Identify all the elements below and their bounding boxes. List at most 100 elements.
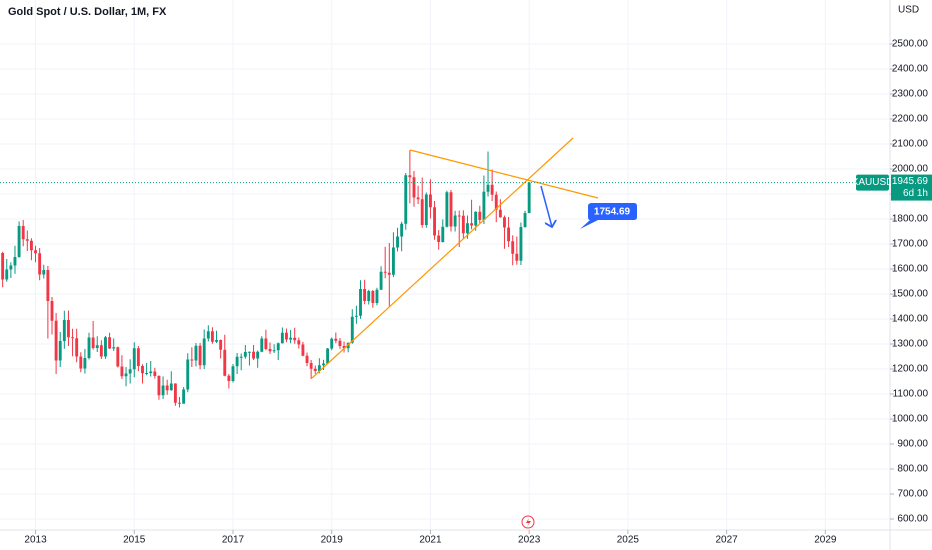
candle-body bbox=[420, 199, 424, 225]
candle-body bbox=[5, 269, 9, 280]
candle-body bbox=[108, 337, 112, 349]
candle-body bbox=[301, 344, 305, 356]
x-tick-label: 2019 bbox=[321, 535, 344, 546]
y-tick-label: 800.00 bbox=[897, 464, 928, 475]
candle-body bbox=[367, 291, 371, 301]
candle-body bbox=[309, 363, 313, 369]
candle-body bbox=[453, 215, 457, 227]
symbol-tag bbox=[856, 174, 889, 191]
candle-body bbox=[157, 376, 161, 396]
y-tick-label: 900.00 bbox=[897, 439, 928, 450]
y-tick-label: 2100.00 bbox=[892, 139, 929, 150]
candle-body bbox=[363, 289, 367, 301]
candle-body bbox=[474, 211, 478, 226]
candle-body bbox=[173, 383, 177, 403]
candle-body bbox=[202, 338, 206, 366]
candle-body bbox=[252, 351, 255, 359]
x-tick-label: 2017 bbox=[222, 535, 245, 546]
candle-body bbox=[169, 383, 173, 391]
candle-body bbox=[276, 343, 280, 351]
price-tag-value: 1945.69 bbox=[892, 176, 929, 187]
x-tick-label: 2029 bbox=[814, 535, 837, 546]
candle-body bbox=[231, 366, 235, 381]
candle-body bbox=[248, 351, 251, 353]
candle-body bbox=[330, 338, 334, 349]
candle-body bbox=[91, 337, 95, 348]
candle-body bbox=[289, 337, 293, 340]
candle-body bbox=[182, 389, 186, 404]
x-tick-label: 2015 bbox=[123, 535, 146, 546]
y-tick-label: 2300.00 bbox=[892, 89, 929, 100]
candle-body bbox=[268, 349, 272, 352]
candle-body bbox=[359, 289, 362, 316]
candle-body bbox=[223, 349, 227, 376]
y-tick-label: 1200.00 bbox=[892, 364, 929, 375]
candle-body bbox=[466, 223, 469, 234]
y-tick-label: 1400.00 bbox=[892, 314, 929, 325]
candle-body bbox=[38, 253, 42, 275]
candle-body bbox=[227, 375, 231, 381]
candle-body bbox=[322, 363, 325, 366]
candle-body bbox=[478, 211, 482, 220]
candle-body bbox=[87, 337, 91, 358]
candles bbox=[1, 150, 531, 408]
symbol-tag-text: XAUUSD bbox=[852, 177, 894, 188]
candle-body bbox=[71, 337, 75, 339]
axes: 600.00 700.00 800.00 900.00 1000.00 1100.00 12… bbox=[24, 39, 928, 546]
candle-body bbox=[239, 356, 243, 358]
candle-body bbox=[391, 247, 395, 275]
candle-body bbox=[449, 192, 453, 227]
candle-body bbox=[165, 385, 169, 391]
y-tick-label: 1500.00 bbox=[892, 289, 929, 300]
candle-body bbox=[494, 194, 498, 210]
candle-body bbox=[379, 271, 383, 290]
candle-body bbox=[297, 340, 301, 345]
candle-body bbox=[515, 253, 519, 261]
candle-body bbox=[95, 345, 99, 348]
callout-text: 1754.69 bbox=[594, 207, 631, 218]
candle-body bbox=[215, 340, 218, 342]
candle-body bbox=[198, 345, 202, 366]
candle-body bbox=[120, 366, 124, 377]
x-tick-label: 2025 bbox=[617, 535, 640, 546]
candle-body bbox=[256, 351, 260, 359]
candle-body bbox=[29, 240, 33, 251]
candle-body bbox=[83, 358, 87, 369]
candle-body bbox=[260, 338, 264, 352]
candle-body bbox=[149, 371, 153, 373]
candle-body bbox=[457, 215, 461, 217]
y-tick-label: 2400.00 bbox=[892, 64, 929, 75]
drawings: 1754.69 bbox=[311, 137, 637, 379]
y-tick-label: 600.00 bbox=[897, 514, 928, 525]
candle-body bbox=[141, 366, 144, 374]
candle-body bbox=[194, 345, 198, 361]
candle-body bbox=[371, 291, 375, 303]
candle-body bbox=[219, 340, 223, 350]
x-tick-label: 2021 bbox=[419, 535, 442, 546]
candle-body bbox=[404, 175, 408, 224]
candle-body bbox=[445, 192, 449, 227]
candle-body bbox=[416, 197, 420, 200]
projection-arrow bbox=[540, 185, 552, 227]
candle-body bbox=[42, 270, 46, 275]
candle-body bbox=[62, 320, 66, 341]
candle-body bbox=[1, 253, 5, 280]
candle-body bbox=[136, 348, 140, 366]
candle-body bbox=[486, 184, 490, 192]
candle-body bbox=[523, 213, 527, 227]
candle-body bbox=[387, 272, 391, 275]
candle-body bbox=[46, 270, 50, 301]
candle-body bbox=[190, 359, 194, 361]
candle-body bbox=[317, 365, 321, 371]
candle-body bbox=[9, 265, 13, 270]
candle-body bbox=[25, 239, 29, 241]
candle-body bbox=[428, 194, 432, 208]
lightning-icon bbox=[521, 515, 535, 529]
candle-body bbox=[104, 337, 107, 357]
candle-body bbox=[433, 207, 436, 236]
candle-body bbox=[350, 316, 354, 343]
y-tick-label: 2200.00 bbox=[892, 114, 929, 125]
candle-body bbox=[54, 320, 58, 361]
